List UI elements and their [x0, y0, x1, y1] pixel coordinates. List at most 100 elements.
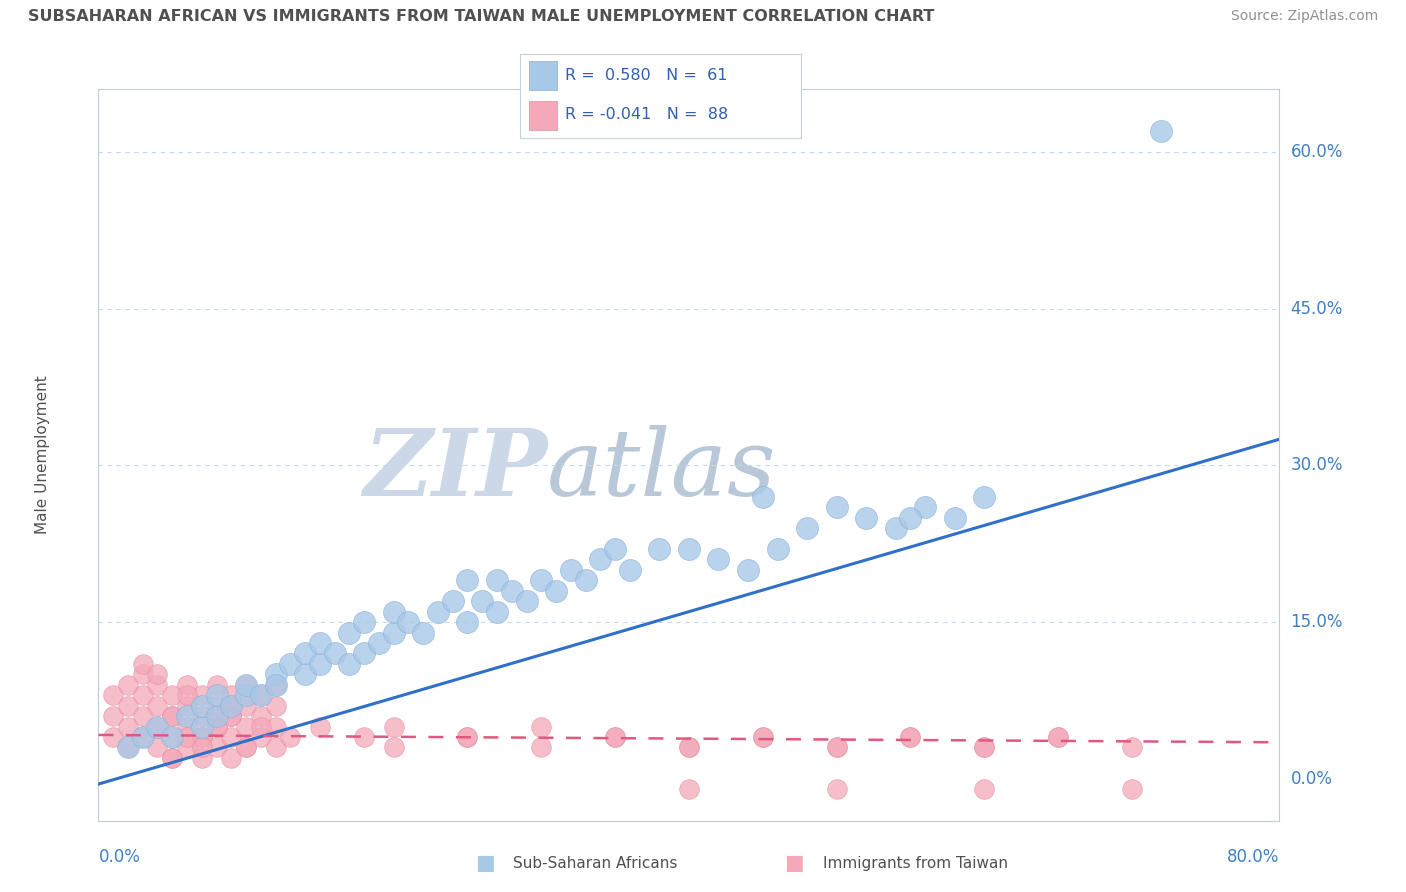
- Point: [973, 490, 995, 504]
- Point: [176, 709, 198, 723]
- Point: [219, 730, 242, 744]
- Point: [574, 574, 596, 588]
- Point: [235, 720, 257, 734]
- Point: [544, 583, 567, 598]
- Point: [456, 615, 478, 629]
- Point: [900, 510, 922, 524]
- Point: [103, 730, 125, 744]
- Point: [132, 688, 155, 702]
- Point: [176, 688, 198, 702]
- Point: [456, 730, 478, 744]
- Text: atlas: atlas: [547, 425, 776, 515]
- Text: 45.0%: 45.0%: [1291, 300, 1343, 318]
- Point: [353, 615, 375, 629]
- Point: [235, 678, 257, 692]
- Point: [162, 730, 183, 744]
- Text: 80.0%: 80.0%: [1227, 848, 1279, 866]
- Point: [294, 647, 316, 661]
- Point: [456, 574, 478, 588]
- Point: [707, 552, 730, 566]
- Point: [751, 730, 773, 744]
- Point: [219, 698, 242, 713]
- Point: [103, 709, 125, 723]
- Point: [900, 730, 922, 744]
- Point: [825, 500, 848, 515]
- Point: [900, 730, 922, 744]
- Point: [441, 594, 464, 608]
- Point: [382, 625, 405, 640]
- Point: [132, 730, 155, 744]
- Point: [382, 720, 405, 734]
- Point: [205, 698, 228, 713]
- Point: [132, 730, 155, 744]
- Point: [309, 636, 332, 650]
- Point: [146, 667, 169, 681]
- Text: 15.0%: 15.0%: [1291, 613, 1343, 632]
- Text: ■: ■: [785, 854, 804, 873]
- Text: R =  0.580   N =  61: R = 0.580 N = 61: [565, 68, 728, 83]
- Point: [205, 720, 228, 734]
- Point: [117, 740, 139, 755]
- Point: [884, 521, 907, 535]
- Point: [382, 740, 405, 755]
- Point: [146, 740, 169, 755]
- Point: [914, 500, 936, 515]
- Point: [796, 521, 818, 535]
- Point: [264, 698, 287, 713]
- Point: [264, 678, 287, 692]
- Point: [205, 688, 228, 702]
- Point: [737, 563, 759, 577]
- Point: [162, 709, 183, 723]
- Point: [205, 720, 228, 734]
- Point: [278, 730, 302, 744]
- Point: [219, 698, 242, 713]
- Point: [560, 563, 582, 577]
- Bar: [529, 101, 557, 130]
- Point: [176, 698, 198, 713]
- Point: [1121, 740, 1143, 755]
- Point: [855, 510, 877, 524]
- Point: [191, 730, 214, 744]
- Point: [176, 730, 198, 744]
- Point: [471, 594, 494, 608]
- Point: [264, 720, 287, 734]
- Point: [486, 574, 509, 588]
- Point: [205, 709, 228, 723]
- Point: [264, 678, 287, 692]
- Point: [486, 605, 509, 619]
- Point: [382, 605, 405, 619]
- Point: [191, 730, 214, 744]
- Point: [605, 541, 627, 556]
- Point: [678, 740, 700, 755]
- Point: [162, 688, 183, 702]
- Point: [678, 782, 700, 797]
- Point: [278, 657, 302, 671]
- Text: Immigrants from Taiwan: Immigrants from Taiwan: [823, 856, 1008, 871]
- Text: 30.0%: 30.0%: [1291, 457, 1343, 475]
- Point: [1121, 782, 1143, 797]
- Point: [825, 740, 848, 755]
- Point: [219, 709, 242, 723]
- Point: [117, 678, 139, 692]
- Point: [176, 678, 198, 692]
- Point: [501, 583, 523, 598]
- Point: [219, 688, 242, 702]
- Point: [751, 490, 773, 504]
- Text: ZIP: ZIP: [363, 425, 547, 515]
- Point: [162, 751, 183, 765]
- Point: [219, 709, 242, 723]
- Text: Sub-Saharan Africans: Sub-Saharan Africans: [513, 856, 678, 871]
- Point: [1150, 124, 1173, 138]
- Point: [117, 720, 139, 734]
- Point: [146, 720, 169, 734]
- Point: [973, 740, 995, 755]
- Point: [605, 730, 627, 744]
- Bar: [529, 62, 557, 90]
- Point: [162, 709, 183, 723]
- Point: [205, 709, 228, 723]
- Point: [191, 688, 214, 702]
- Point: [132, 667, 155, 681]
- Point: [412, 625, 434, 640]
- Point: [678, 740, 700, 755]
- Text: SUBSAHARAN AFRICAN VS IMMIGRANTS FROM TAIWAN MALE UNEMPLOYMENT CORRELATION CHART: SUBSAHARAN AFRICAN VS IMMIGRANTS FROM TA…: [28, 9, 935, 24]
